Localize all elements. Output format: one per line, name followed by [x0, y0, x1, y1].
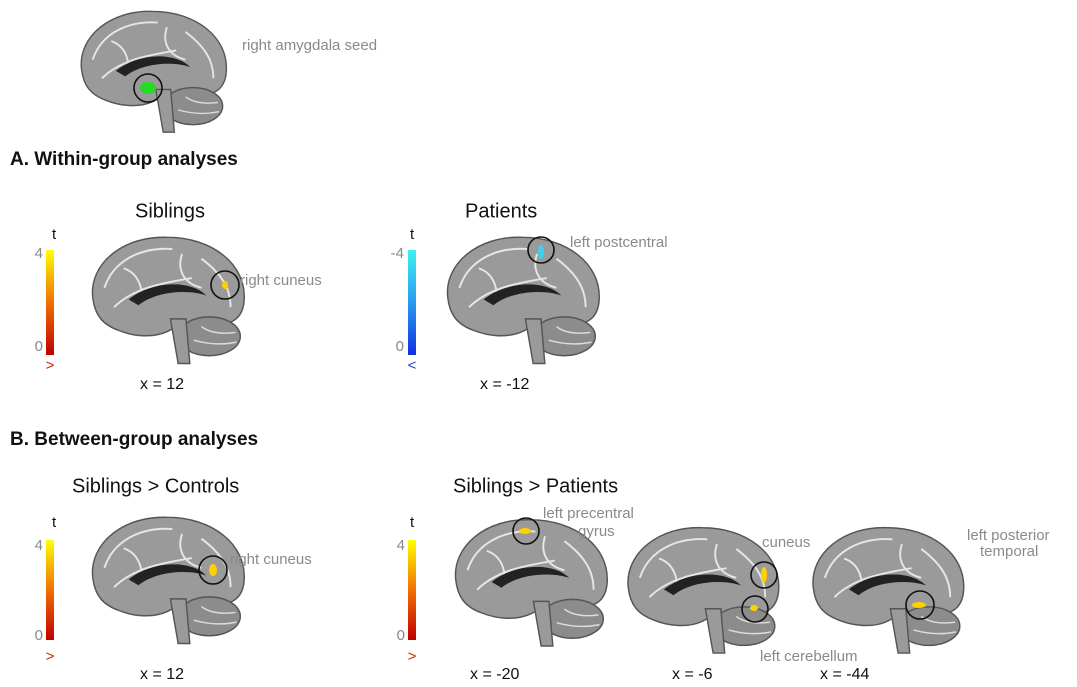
brain-slice: [446, 236, 601, 365]
colorbar-max: 4: [35, 537, 43, 554]
highlight-circle: [750, 561, 778, 589]
colorbar-min: 0: [35, 627, 43, 644]
colorbar-min: 0: [397, 627, 405, 644]
slice-coord: x = -20: [470, 666, 519, 683]
region-label: left posterior: [967, 527, 1050, 544]
brain-slice: [91, 236, 246, 365]
highlight-circle: [905, 590, 935, 620]
colorbar-sign: >: [46, 357, 55, 374]
region-label: temporal: [980, 543, 1038, 560]
highlight-circle: [133, 73, 163, 103]
slice-coord: x = -6: [672, 666, 713, 683]
section-title: A. Within-group analyses: [10, 149, 238, 170]
highlight-circle: [741, 595, 769, 623]
panel-title: Siblings > Patients: [453, 475, 618, 497]
highlight-circle: [198, 555, 228, 585]
colorbar: [408, 540, 416, 640]
brain-slice: [626, 526, 780, 655]
region-label: right cuneus: [230, 551, 312, 568]
highlight-circle: [527, 236, 555, 264]
colorbar-min: 0: [35, 338, 43, 355]
colorbar-label: t: [410, 514, 415, 531]
seed-blob: [140, 82, 156, 94]
region-label: left postcentral: [570, 234, 668, 251]
panel-title: Patients: [465, 200, 537, 222]
panel-title: Siblings: [135, 200, 205, 222]
colorbar: [46, 540, 54, 640]
region-label: right cuneus: [240, 272, 322, 289]
colorbar-label: t: [410, 226, 415, 243]
slice-coord: x = 12: [140, 376, 184, 393]
seed-label: right amygdala seed: [242, 37, 377, 54]
activation-blob: [519, 528, 531, 534]
panel-title: Siblings > Controls: [72, 475, 239, 497]
section-title: B. Between-group analyses: [10, 429, 258, 450]
colorbar-max: 4: [35, 245, 43, 262]
colorbar: [408, 250, 416, 355]
slice-coord: x = -44: [820, 666, 869, 683]
region-label: cuneus: [762, 534, 810, 551]
colorbar-label: t: [52, 514, 57, 531]
region-label: gyrus: [578, 523, 615, 540]
brain-slice: [80, 10, 228, 134]
region-label: left precentral: [543, 505, 634, 522]
activation-blob: [750, 605, 758, 611]
highlight-circle: [210, 270, 240, 300]
activation-blob: [761, 567, 767, 583]
colorbar-max: 4: [397, 537, 405, 554]
activation-blob: [538, 245, 544, 259]
region-label: left cerebellum: [760, 648, 858, 665]
brain-slice: [811, 526, 965, 655]
colorbar: [46, 250, 54, 355]
colorbar-label: t: [52, 226, 57, 243]
colorbar-sign: <: [408, 357, 417, 374]
colorbar-max: -4: [391, 245, 404, 262]
slice-coord: x = 12: [140, 666, 184, 683]
activation-blob: [222, 281, 228, 289]
colorbar-min: 0: [396, 338, 404, 355]
colorbar-sign: >: [408, 648, 417, 665]
highlight-circle: [512, 517, 540, 545]
activation-blob: [912, 602, 926, 608]
activation-blob: [209, 564, 217, 576]
slice-coord: x = -12: [480, 376, 529, 393]
colorbar-sign: >: [46, 648, 55, 665]
